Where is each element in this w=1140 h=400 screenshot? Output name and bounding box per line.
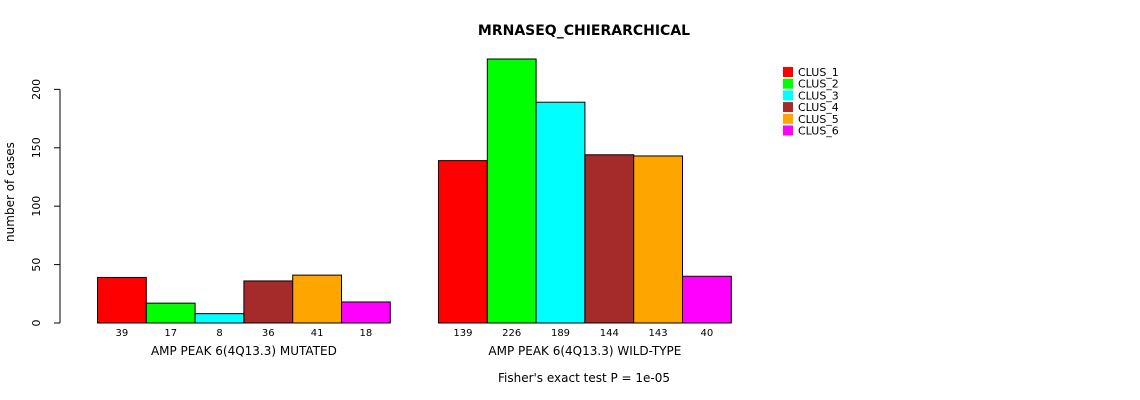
bar-clus-5-group-2 bbox=[633, 155, 684, 324]
bar-clus-6-group-2 bbox=[682, 275, 732, 324]
group-label: AMP PEAK 6(4Q13.3) MUTATED bbox=[151, 344, 337, 358]
bars-layer: 39 17 8 36 41 18 139 226 189 144 143 40 bbox=[97, 58, 732, 339]
bar-value-label: 189 bbox=[551, 328, 570, 339]
y-tick-label: 50 bbox=[30, 258, 43, 272]
legend-swatch bbox=[783, 113, 793, 124]
legend-label: CLUS_2 bbox=[798, 78, 839, 91]
group-label: AMP PEAK 6(4Q13.3) WILD-TYPE bbox=[488, 344, 681, 358]
bar-value-label: 144 bbox=[600, 328, 619, 339]
bar-clus-6-group-1 bbox=[341, 301, 391, 324]
bar-value-label: 8 bbox=[216, 328, 222, 339]
bar-clus-2-group-1 bbox=[145, 302, 196, 324]
bar-value-label: 139 bbox=[453, 328, 472, 339]
bar-clus-2-group-2 bbox=[486, 58, 537, 324]
bar-clus-3-group-2 bbox=[535, 101, 586, 324]
bar-clus-1-group-1 bbox=[97, 276, 147, 324]
legend-swatch bbox=[783, 67, 793, 77]
chart-title: MRNASEQ_CHIERARCHICAL bbox=[478, 23, 690, 39]
legend-swatch bbox=[783, 78, 793, 89]
bar-value-label: 41 bbox=[311, 328, 324, 339]
bar-value-label: 143 bbox=[649, 328, 668, 339]
legend-label: CLUS_3 bbox=[798, 89, 839, 102]
bar-clus-4-group-1 bbox=[243, 280, 294, 324]
y-axis-title: number of cases bbox=[3, 142, 17, 242]
legend-label: CLUS_5 bbox=[798, 113, 839, 126]
y-tick-label: 0 bbox=[30, 320, 43, 327]
y-axis: 0 50 100 150 200 bbox=[30, 79, 61, 327]
bar-clus-4-group-2 bbox=[584, 154, 635, 324]
y-tick-label: 100 bbox=[30, 196, 43, 217]
legend-label: CLUS_1 bbox=[798, 66, 839, 79]
legend-label: CLUS_6 bbox=[798, 125, 839, 138]
bar-value-label: 39 bbox=[116, 328, 129, 339]
bar-clus-5-group-1 bbox=[292, 274, 343, 324]
bar-clus-3-group-1 bbox=[194, 313, 245, 324]
legend-swatch bbox=[783, 125, 793, 136]
bar-value-label: 36 bbox=[262, 328, 275, 339]
x-axis-labels: AMP PEAK 6(4Q13.3) MUTATED AMP PEAK 6(4Q1… bbox=[151, 344, 681, 358]
fisher-test-footnote: Fisher's exact test P = 1e-05 bbox=[498, 371, 670, 385]
legend-label: CLUS_4 bbox=[798, 101, 839, 114]
bar-clus-1-group-2 bbox=[438, 160, 488, 324]
legend-swatch bbox=[783, 90, 793, 101]
y-tick-label: 150 bbox=[30, 137, 43, 158]
bar-value-label: 18 bbox=[360, 328, 373, 339]
legend-swatch bbox=[783, 102, 793, 113]
bar-value-label: 226 bbox=[502, 328, 521, 339]
y-tick-label: 200 bbox=[30, 79, 43, 100]
bar-value-label: 40 bbox=[701, 328, 714, 339]
bar-value-label: 17 bbox=[164, 328, 177, 339]
